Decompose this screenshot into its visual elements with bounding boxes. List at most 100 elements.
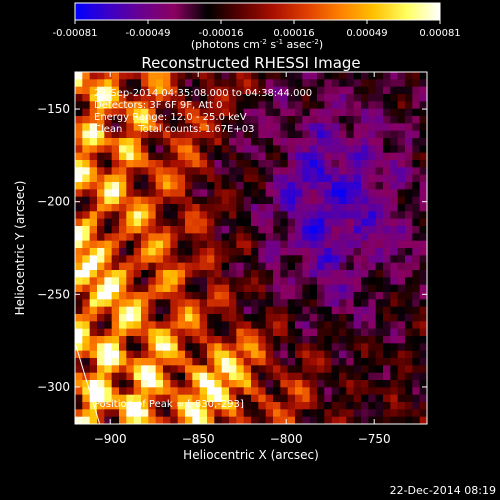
heatmap-cell [111,160,120,168]
heatmap-cell [397,130,406,139]
heatmap-cell [141,292,149,300]
heatmap-cell [280,145,288,153]
heatmap-cell [353,248,362,256]
heatmap-cell [361,387,369,395]
heatmap-cell [317,365,325,373]
heatmap-cell [141,72,149,80]
heatmap-cell [141,145,149,153]
heatmap-cell [265,218,274,227]
heatmap-cell [251,328,259,337]
heatmap-cell [155,284,164,293]
heatmap-cell [324,328,332,337]
heatmap-cell [375,189,384,197]
heatmap-cell [375,292,384,300]
heatmap-cell [170,402,178,410]
heatmap-cell [324,240,332,249]
heatmap-cell [361,372,369,381]
heatmap-cell [148,306,156,315]
heatmap-cell [339,160,347,168]
heatmap-cell [295,160,303,168]
heatmap-cell [412,358,420,366]
heatmap-cell [133,255,142,263]
heatmap-cell [185,211,193,219]
heatmap-cell [273,365,281,373]
heatmap-cell [119,167,127,175]
heatmap-cell [339,402,347,410]
heatmap-cell [243,233,252,241]
heatmap-cell [243,218,252,227]
heatmap-cell [177,299,186,307]
heatmap-cell [214,94,222,102]
heatmap-cell [133,358,142,366]
heatmap-cell [170,343,178,351]
heatmap-cell [170,101,178,109]
heatmap-cell [133,182,142,190]
heatmap-cell [397,240,406,249]
heatmap-cell [302,343,310,351]
heatmap-cell [133,116,142,124]
heatmap-cell [89,160,98,168]
heatmap-cell [353,350,362,359]
heatmap-cell [243,336,252,344]
heatmap-cell [324,123,332,131]
heatmap-cell [163,328,171,337]
heatmap-cell [185,233,193,241]
heatmap-cell [295,409,303,417]
heatmap-cell [273,226,281,234]
heatmap-cell [192,248,200,256]
heatmap-cell [89,336,98,344]
heatmap-cell [111,138,120,146]
heatmap-cell [119,416,127,424]
heatmap-cell [331,152,340,161]
heatmap-cell [287,248,296,256]
heatmap-cell [412,336,420,344]
heatmap-cell [155,174,164,183]
heatmap-cell [280,277,288,285]
heatmap-cell [199,277,208,285]
heatmap-cell [141,226,149,234]
heatmap-cell [339,255,347,263]
heatmap-cell [133,248,142,256]
heatmap-cell [133,160,142,168]
heatmap-cell [214,416,222,424]
heatmap-cell [199,387,208,395]
heatmap-cell [177,270,186,278]
heatmap-cell [405,108,413,117]
heatmap-cell [170,182,178,190]
heatmap-cell [97,94,105,102]
heatmap-cell [405,372,413,381]
heatmap-cell [258,86,266,95]
heatmap-cell [331,138,340,146]
heatmap-cell [199,123,208,131]
heatmap-cell [82,328,90,337]
heatmap-cell [324,277,332,285]
heatmap-cell [177,108,186,117]
heatmap-cell [199,292,208,300]
heatmap-cell [104,270,112,278]
heatmap-cell [236,130,244,139]
heatmap-cell [177,365,186,373]
heatmap-cell [207,314,215,322]
heatmap-cell [324,314,332,322]
heatmap-cell [295,402,303,410]
heatmap-cell [119,255,127,263]
heatmap-cell [243,138,252,146]
heatmap-cell [89,299,98,307]
heatmap-cell [221,299,230,307]
heatmap-cell [221,292,230,300]
heatmap-cell [331,262,340,271]
heatmap-cell [419,306,427,315]
heatmap-cell [185,130,193,139]
heatmap-cell [207,262,215,271]
heatmap-cell [207,240,215,249]
heatmap-cell [397,116,406,124]
heatmap-cell [412,189,420,197]
heatmap-cell [126,94,134,102]
x-tick-label: −800 [270,432,303,446]
heatmap-cell [133,416,142,424]
heatmap-cell [280,138,288,146]
heatmap-cell [390,108,398,117]
heatmap-cell [163,270,171,278]
heatmap-cell [251,343,259,351]
heatmap-cell [302,292,310,300]
